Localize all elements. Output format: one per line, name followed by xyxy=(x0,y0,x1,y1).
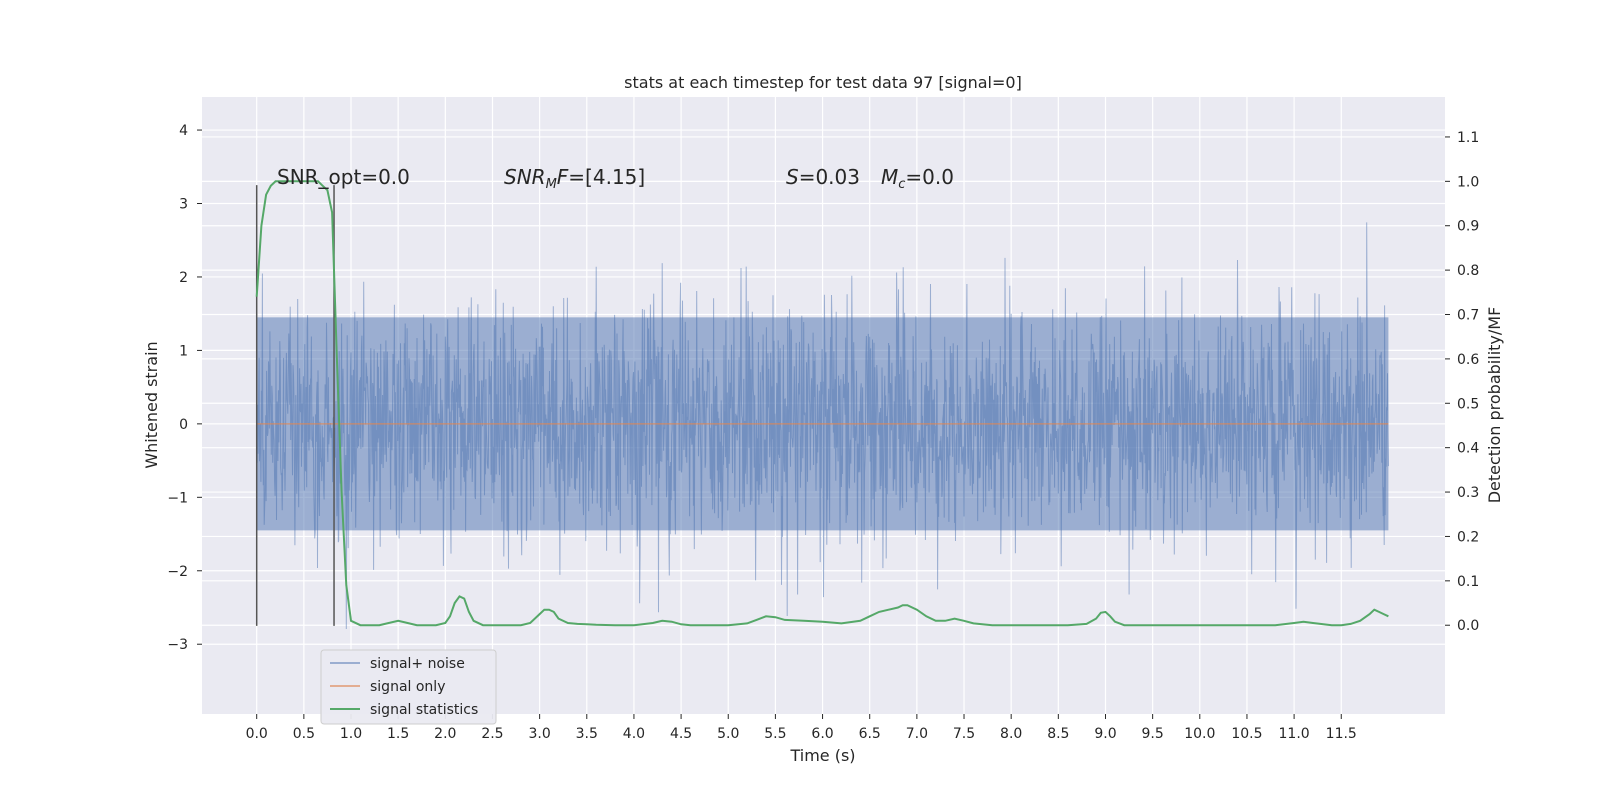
x-tick-label: 10.0 xyxy=(1184,726,1215,742)
y-tick-label-right: 0.7 xyxy=(1457,308,1479,324)
chart-title: stats at each timestep for test data 97 … xyxy=(624,73,1022,92)
legend: signal+ noise signal only signal statist… xyxy=(320,649,497,725)
x-axis-title: Time (s) xyxy=(789,746,855,765)
x-axis: 0.0 0.5 1.0 1.5 2.0 2.5 3.0 3.5 4.0 4.5 5.0 5.5 6.0 6… xyxy=(246,714,1357,742)
legend-box xyxy=(320,649,497,725)
y-tick-label-left: 0 xyxy=(179,417,188,433)
y-axis-left-title: Whitened strain xyxy=(142,341,161,468)
y-axis-left: −3 −2 −1 0 1 2 3 4 xyxy=(167,123,202,653)
y-tick-label-right: 0.4 xyxy=(1457,441,1479,457)
y-tick-label-right: 0.2 xyxy=(1457,529,1479,545)
annotation-mc-value: =0.0 xyxy=(905,165,954,189)
x-tick-label: 5.0 xyxy=(717,726,739,742)
legend-label-signal: signal only xyxy=(370,679,445,695)
y-axis-right: 0.0 0.1 0.2 0.3 0.4 0.5 0.6 0.7 0.8 0.9 1.0 1.1 xyxy=(1445,130,1479,634)
x-tick-label: 7.5 xyxy=(953,726,975,742)
x-tick-label: 1.0 xyxy=(340,726,362,742)
y-tick-label-left: −1 xyxy=(167,490,188,506)
x-tick-label: 9.0 xyxy=(1094,726,1116,742)
x-tick-label: 0.0 xyxy=(246,726,268,742)
y-tick-label-right: 0.3 xyxy=(1457,485,1479,501)
y-tick-label-left: 2 xyxy=(179,270,188,286)
y-tick-label-left: 1 xyxy=(179,343,188,359)
y-tick-label-right: 1.0 xyxy=(1457,174,1479,190)
x-tick-label: 10.5 xyxy=(1231,726,1262,742)
annotation-snr-mf-value: =[4.15] xyxy=(568,165,645,189)
y-tick-label-right: 1.1 xyxy=(1457,130,1479,146)
annotation-snr-mf: SNRMF=[4.15] xyxy=(504,165,645,192)
x-tick-label: 6.5 xyxy=(859,726,881,742)
x-tick-label: 3.5 xyxy=(576,726,598,742)
y-tick-label-right: 0.8 xyxy=(1457,263,1479,279)
x-tick-label: 8.5 xyxy=(1047,726,1069,742)
y-tick-label-right: 0.5 xyxy=(1457,396,1479,412)
y-tick-label-left: −3 xyxy=(167,637,188,653)
x-tick-label: 2.0 xyxy=(434,726,456,742)
x-tick-label: 3.0 xyxy=(528,726,550,742)
y-tick-label-left: 4 xyxy=(179,123,188,139)
annotation-s: S=0.03 xyxy=(786,165,860,189)
y-tick-label-right: 0.1 xyxy=(1457,574,1479,590)
y-tick-label-left: 3 xyxy=(179,197,188,213)
y-tick-label-right: 0.9 xyxy=(1457,219,1479,235)
x-tick-label: 9.5 xyxy=(1142,726,1164,742)
legend-label-stats: signal statistics xyxy=(370,702,478,718)
legend-label-noise: signal+ noise xyxy=(370,656,465,672)
x-tick-label: 11.0 xyxy=(1279,726,1310,742)
x-tick-label: 0.5 xyxy=(293,726,315,742)
y-tick-label-left: −2 xyxy=(167,564,188,580)
x-tick-label: 6.0 xyxy=(811,726,833,742)
annotation-s-value: =0.03 xyxy=(799,165,860,189)
annotation-snr-opt: SNR_opt=0.0 xyxy=(277,165,410,189)
y-axis-right-title: Detection probability/MF xyxy=(1485,307,1504,504)
x-tick-label: 1.5 xyxy=(387,726,409,742)
x-tick-label: 8.0 xyxy=(1000,726,1022,742)
x-tick-label: 4.0 xyxy=(623,726,645,742)
signal-statistics-series xyxy=(255,180,1389,627)
x-tick-label: 5.5 xyxy=(764,726,786,742)
y-tick-label-right: 0.6 xyxy=(1457,352,1479,368)
signal-statistics-line xyxy=(255,180,1389,627)
x-tick-label: 2.5 xyxy=(481,726,503,742)
x-tick-label: 4.5 xyxy=(670,726,692,742)
annotation-mc: Mc=0.0 xyxy=(881,165,954,192)
x-tick-label: 7.0 xyxy=(906,726,928,742)
y-tick-label-right: 0.0 xyxy=(1457,618,1479,634)
x-tick-label: 11.5 xyxy=(1326,726,1357,742)
